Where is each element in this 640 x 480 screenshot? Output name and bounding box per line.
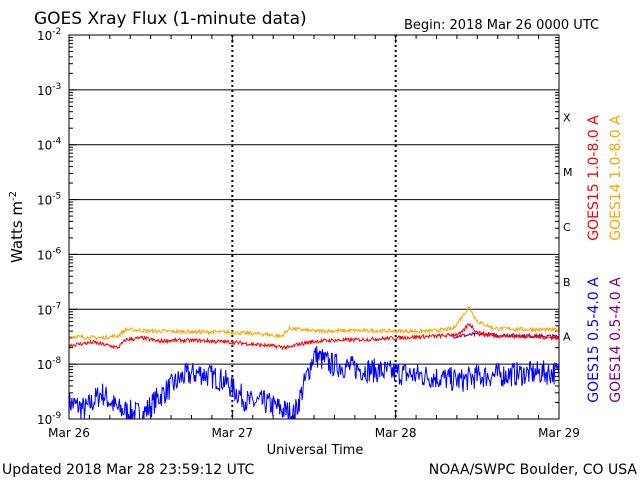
legend: GOES15 1.0-8.0 A GOES14 1.0-8.0 A GOES15 0… <box>586 115 624 403</box>
y-tick-label: 10-2 <box>37 27 61 43</box>
y-tick-exponent: -3 <box>52 82 61 92</box>
flare-class-labels: X M C B A <box>563 111 573 343</box>
y-tick-exponent: -6 <box>52 246 61 256</box>
x-axis-ticks: Mar 26 Mar 27 Mar 28 Mar 29 <box>48 35 580 440</box>
y-tick-base: 10 <box>37 413 52 427</box>
legend-entry-1: GOES14 1.0-8.0 A <box>608 115 624 241</box>
y-tick-base: 10 <box>37 29 52 43</box>
y-tick-label: 10-3 <box>37 82 61 98</box>
y-tick-label: 10-7 <box>37 301 61 317</box>
y-tick-label: 10-6 <box>37 246 62 262</box>
x-tick-label: Mar 27 <box>211 426 253 440</box>
noaa-credit: NOAA/SWPC Boulder, CO USA <box>429 462 638 478</box>
y-tick-exponent: -5 <box>52 192 61 202</box>
y-tick-exponent: -8 <box>52 356 61 366</box>
legend-entry-0: GOES15 1.0-8.0 A <box>586 115 602 241</box>
chart-title: GOES Xray Flux (1-minute data) <box>34 9 307 29</box>
y-tick-base: 10 <box>37 139 52 153</box>
updated-timestamp: Updated 2018 Mar 28 23:59:12 UTC <box>2 462 255 478</box>
y-tick-exponent: -7 <box>52 301 61 311</box>
y-tick-base: 10 <box>37 194 52 208</box>
y-tick-exponent: -4 <box>52 137 61 147</box>
y-tick-base: 10 <box>37 248 52 262</box>
flare-class-a: A <box>563 331 571 344</box>
y-tick-base: 10 <box>37 303 52 317</box>
y-tick-label: 10-5 <box>37 192 61 208</box>
series-line-0 <box>68 322 560 351</box>
x-tick-label: Mar 28 <box>375 426 417 440</box>
y-axis-label-exponent: -2 <box>8 191 19 201</box>
plot-grid <box>69 35 559 419</box>
y-axis-ticks: 10-210-310-410-510-610-710-810-9 <box>37 27 77 427</box>
y-tick-label: 10-8 <box>37 356 62 372</box>
flare-class-m: M <box>563 166 573 179</box>
flare-class-c: C <box>563 221 571 234</box>
y-tick-exponent: -9 <box>52 411 61 421</box>
series-layer <box>68 306 560 420</box>
x-tick-label: Mar 29 <box>538 426 580 440</box>
legend-entry-2: GOES15 0.5-4.0 A <box>586 277 602 403</box>
series-line-2 <box>68 346 560 420</box>
flare-class-x: X <box>563 111 571 124</box>
series-line-1 <box>68 306 560 341</box>
x-tick-label: Mar 26 <box>48 426 90 440</box>
y-tick-label: 10-4 <box>37 137 62 153</box>
y-tick-label: 10-9 <box>37 411 62 427</box>
plot-frame <box>68 34 560 420</box>
y-tick-base: 10 <box>37 84 52 98</box>
legend-entry-3: GOES14 0.5-4.0 A <box>608 277 624 403</box>
y-tick-base: 10 <box>37 358 52 372</box>
begin-label: Begin: 2018 Mar 26 0000 UTC <box>404 18 599 33</box>
flare-class-b: B <box>563 276 571 289</box>
y-axis-label: Watts m-2 <box>8 191 26 263</box>
x-axis-label: Universal Time <box>267 443 364 458</box>
y-tick-exponent: -2 <box>52 27 61 37</box>
